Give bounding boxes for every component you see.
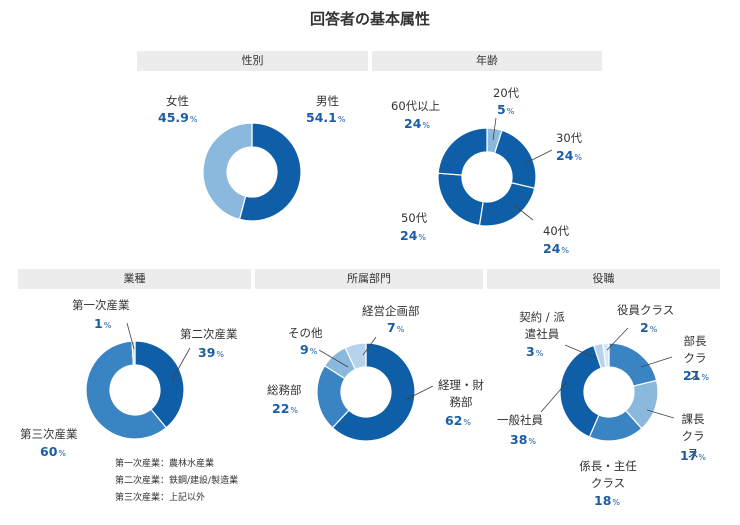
donut-slice-position-3 [559,344,602,438]
leader-pos-manager [646,409,675,419]
label-pos-manager: 課長クラス [681,412,705,460]
label-age-60s: 60代以上 [391,99,441,113]
pct-dept-finance: 62% [445,413,472,428]
pct-pos-manager: 17% [680,448,707,463]
label-male: 男性 [316,94,339,108]
pct-age-50s: 24% [400,228,427,243]
label-industry-tertiary: 第三次産業 [20,427,78,441]
label-pos-contract: 契約 / 派遣社員 [519,310,565,341]
label-age-40s: 40代 [543,224,570,238]
label-industry-secondary: 第二次産業 [180,327,238,341]
pct-industry-tertiary: 60% [40,444,67,459]
leader-pos-general [540,381,568,413]
pct-industry-secondary: 39% [198,345,225,360]
industry-note-secondary: 第二次産業：鉄鋼/建設/製造業 [115,476,239,486]
label-age-20s: 20代 [493,86,520,100]
pct-male: 54.1% [306,110,346,125]
pct-industry-primary: 1% [94,316,112,331]
donut-slice-age-1 [493,129,537,190]
pct-pos-general: 38% [510,432,537,447]
label-industry-primary: 第一次産業 [72,298,130,312]
pct-age-20s: 5% [497,102,515,117]
pct-age-40s: 24% [543,241,570,256]
donut-slice-age-3 [437,172,484,227]
donut-slice-gender-1 [202,122,253,221]
panel-header-age: 年齢 [372,51,602,71]
label-pos-chief: 係長・主任クラス [579,459,637,490]
donut-slice-age-2 [478,182,536,227]
pct-dept-mgmt: 7% [387,320,405,335]
leader-industry-secondary [171,347,191,381]
leader-pos-director [640,356,673,368]
pct-pos-director: 21% [683,368,710,383]
label-dept-mgmt: 経営企画部 [362,304,420,318]
leader-age-20s [492,117,497,141]
leader-industry-primary [126,322,135,350]
label-age-50s: 50代 [401,211,428,225]
leader-age-30s [525,149,553,164]
industry-note-primary: 第一次産業：農林水産業 [115,459,215,469]
label-female: 女性 [166,94,189,108]
label-pos-exec: 役員クラス [617,303,675,317]
pct-pos-chief: 18% [594,493,621,508]
panel-header-position: 役職 [487,269,720,289]
donut-slice-industry-1 [85,340,168,440]
panel-header-department: 所属部門 [255,269,483,289]
donut-slice-age-4 [437,127,488,176]
donut-slice-department-0 [331,342,416,442]
leader-pos-contract [564,344,597,359]
pct-pos-exec: 2% [640,320,658,335]
label-dept-finance: 経理・財務部 [438,378,484,409]
pct-dept-general-affairs: 22% [272,401,299,416]
donut-slice-industry-0 [134,340,185,429]
label-dept-other: その他 [288,326,323,340]
label-pos-general: 一般社員 [497,413,543,427]
leader-dept-finance [404,385,434,401]
industry-note-tertiary: 第三次産業：上記以外 [115,493,206,503]
pct-age-30s: 24% [556,148,583,163]
panel-header-industry: 業種 [18,269,251,289]
leader-pos-exec [606,327,629,351]
pct-pos-contract: 3% [526,344,544,359]
pct-female: 45.9% [158,110,198,125]
leader-dept-mgmt [362,336,377,356]
leader-age-40s [513,204,534,221]
pct-age-60s: 24% [404,116,431,131]
donut-slice-industry-2 [131,340,136,366]
label-pos-director: 部長クラス [683,334,707,382]
panel-header-gender: 性別 [137,51,368,71]
donut-slice-gender-0 [238,122,302,222]
donut-slice-department-3 [344,342,367,371]
page-title: 回答者の基本属性 [309,10,430,28]
label-age-30s: 30代 [556,131,583,145]
label-dept-general-affairs: 総務部 [267,383,302,397]
pct-dept-other: 9% [300,342,318,357]
leader-lines [126,117,675,419]
leader-dept-other [318,349,349,368]
